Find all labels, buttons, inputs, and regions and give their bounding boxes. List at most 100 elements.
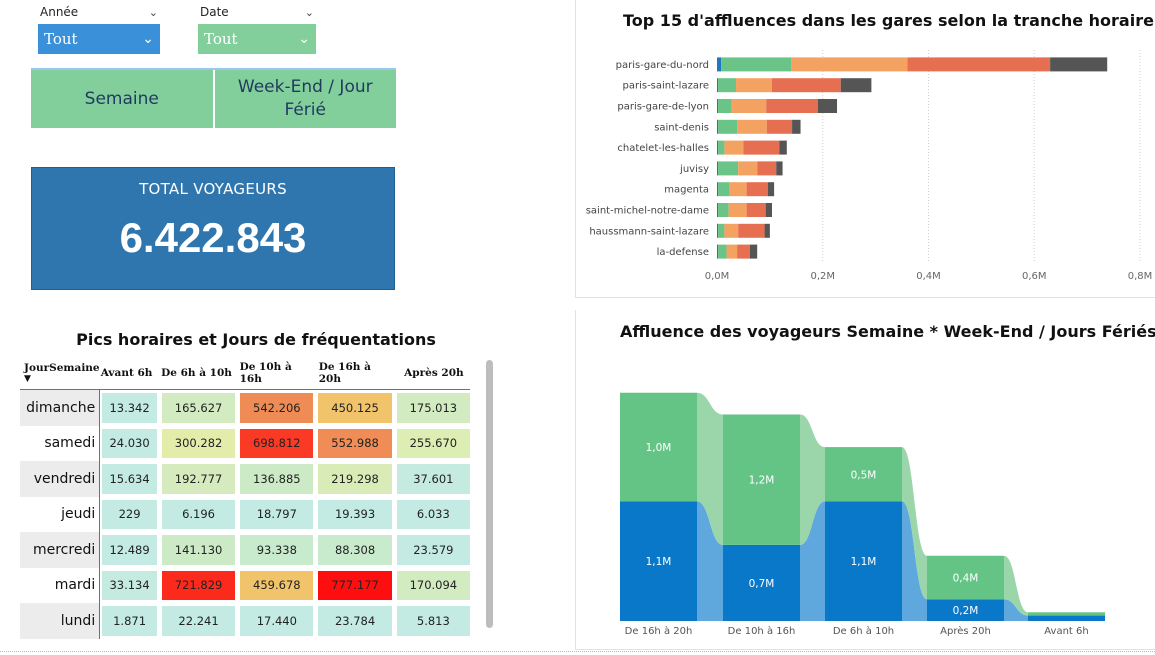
bar-segment[interactable]	[717, 182, 719, 197]
column-segment[interactable]	[723, 544, 800, 621]
bar-segment[interactable]	[717, 119, 719, 134]
bar-segment[interactable]	[729, 182, 747, 197]
matrix-cell[interactable]: 37.601	[396, 464, 470, 494]
matrix-cell[interactable]: 15.634	[102, 464, 157, 494]
bar-segment[interactable]	[717, 244, 719, 259]
matrix-cell[interactable]: 170.094	[396, 570, 470, 600]
bar-segment[interactable]	[726, 244, 738, 259]
date-dropdown[interactable]: Tout ⌄	[198, 24, 316, 54]
bar-segment[interactable]	[792, 119, 801, 134]
matrix-cell[interactable]: 450.125	[318, 393, 392, 423]
matrix-cell[interactable]: 23.784	[318, 606, 392, 636]
matrix-cell[interactable]: 777.177	[318, 570, 392, 600]
bar-segment[interactable]	[717, 78, 719, 93]
bar-segment[interactable]	[717, 161, 719, 176]
bar-segment[interactable]	[717, 99, 719, 113]
bar-segment[interactable]	[743, 140, 780, 155]
bar-segment[interactable]	[738, 161, 758, 176]
bar-segment[interactable]	[737, 244, 750, 259]
column-segment[interactable]	[723, 414, 800, 545]
bar-segment[interactable]	[767, 182, 775, 197]
column-segment[interactable]	[927, 555, 1004, 600]
matrix-cell[interactable]: 165.627	[161, 393, 236, 423]
matrix-cell[interactable]: 88.308	[318, 535, 392, 565]
bar-segment[interactable]	[757, 161, 777, 176]
matrix-cell[interactable]: 33.134	[102, 570, 157, 600]
matrix-cell[interactable]: 459.678	[240, 570, 314, 600]
matrix-cell[interactable]: 300.282	[161, 428, 236, 458]
column-segment[interactable]	[825, 501, 902, 621]
bar-segment[interactable]	[718, 203, 729, 217]
column-segment[interactable]	[1028, 612, 1105, 616]
bar-segment[interactable]	[718, 99, 732, 113]
bar-segment[interactable]	[718, 223, 725, 238]
matrix-cell[interactable]: 721.829	[161, 570, 236, 600]
row-header[interactable]: JourSemaine ▼	[20, 356, 100, 389]
bar-segment[interactable]	[718, 119, 738, 134]
column-segment[interactable]	[620, 392, 697, 502]
matrix-cell[interactable]: 6.196	[161, 499, 236, 529]
bar-segment[interactable]	[749, 244, 758, 259]
matrix-cell[interactable]: 1.871	[102, 606, 157, 636]
bar-segment[interactable]	[840, 78, 872, 93]
column-segment[interactable]	[825, 447, 902, 502]
matrix-cell[interactable]: 136.885	[240, 464, 314, 494]
bar-segment[interactable]	[731, 99, 767, 113]
matrix-cell[interactable]: 219.298	[318, 464, 392, 494]
matrix-cell[interactable]: 542.206	[240, 393, 314, 423]
semaine-button[interactable]: Semaine	[31, 70, 213, 128]
bar-segment[interactable]	[779, 140, 787, 155]
matrix-cell[interactable]: 18.797	[240, 499, 314, 529]
matrix-cell[interactable]: 17.440	[240, 606, 314, 636]
bar-segment[interactable]	[717, 223, 719, 238]
bar-segment[interactable]	[791, 57, 908, 72]
weekend-button[interactable]: Week-End / Jour Férié	[212, 70, 396, 128]
column-header[interactable]: De 16h à 20h	[318, 360, 371, 385]
matrix-cell[interactable]: 13.342	[102, 393, 157, 423]
matrix-cell[interactable]: 698.812	[240, 428, 314, 458]
bar-segment[interactable]	[765, 203, 772, 217]
bar-segment[interactable]	[718, 140, 725, 155]
matrix-cell[interactable]: 6.033	[396, 499, 470, 529]
annee-dropdown[interactable]: Tout ⌄	[38, 24, 160, 54]
matrix-cell[interactable]: 229	[102, 499, 157, 529]
column-segment[interactable]	[1028, 615, 1105, 621]
bar-segment[interactable]	[724, 223, 739, 238]
bar-segment[interactable]	[738, 223, 765, 238]
sort-desc-icon[interactable]: ▼	[24, 374, 31, 384]
column-segment[interactable]	[620, 501, 697, 621]
matrix-cell[interactable]: 22.241	[161, 606, 236, 636]
column-segment[interactable]	[927, 599, 1004, 621]
bar-segment[interactable]	[717, 203, 719, 217]
bar-segment[interactable]	[766, 119, 793, 134]
matrix-cell[interactable]: 5.813	[396, 606, 470, 636]
bar-segment[interactable]	[746, 203, 766, 217]
bar-segment[interactable]	[764, 223, 770, 238]
matrix-scrollbar[interactable]	[486, 360, 493, 628]
bar-segment[interactable]	[724, 140, 744, 155]
chevron-down-icon[interactable]: ⌄	[148, 5, 158, 19]
bar-segment[interactable]	[728, 203, 747, 217]
bar-segment[interactable]	[817, 99, 838, 113]
bar-segment[interactable]	[736, 78, 772, 93]
chevron-down-icon[interactable]: ⌄	[298, 31, 310, 47]
bar-segment[interactable]	[717, 57, 722, 72]
matrix-cell[interactable]: 552.988	[318, 428, 392, 458]
bar-segment[interactable]	[766, 99, 818, 113]
matrix-cell[interactable]: 24.030	[102, 428, 157, 458]
bar-segment[interactable]	[718, 182, 730, 197]
bar-segment[interactable]	[776, 161, 783, 176]
bar-segment[interactable]	[771, 78, 841, 93]
bar-segment[interactable]	[746, 182, 768, 197]
matrix-cell[interactable]: 12.489	[102, 535, 157, 565]
matrix-cell[interactable]: 23.579	[396, 535, 470, 565]
matrix-cell[interactable]: 175.013	[396, 393, 470, 423]
bar-segment[interactable]	[1050, 57, 1108, 72]
matrix-cell[interactable]: 19.393	[318, 499, 392, 529]
column-header[interactable]: De 6h à 10h	[161, 366, 232, 379]
bar-segment[interactable]	[718, 244, 727, 259]
column-header[interactable]: Après 20h	[404, 366, 464, 379]
matrix-cell[interactable]: 141.130	[161, 535, 236, 565]
column-header[interactable]: De 10h à 16h	[239, 360, 292, 385]
chevron-down-icon[interactable]: ⌄	[142, 31, 154, 47]
